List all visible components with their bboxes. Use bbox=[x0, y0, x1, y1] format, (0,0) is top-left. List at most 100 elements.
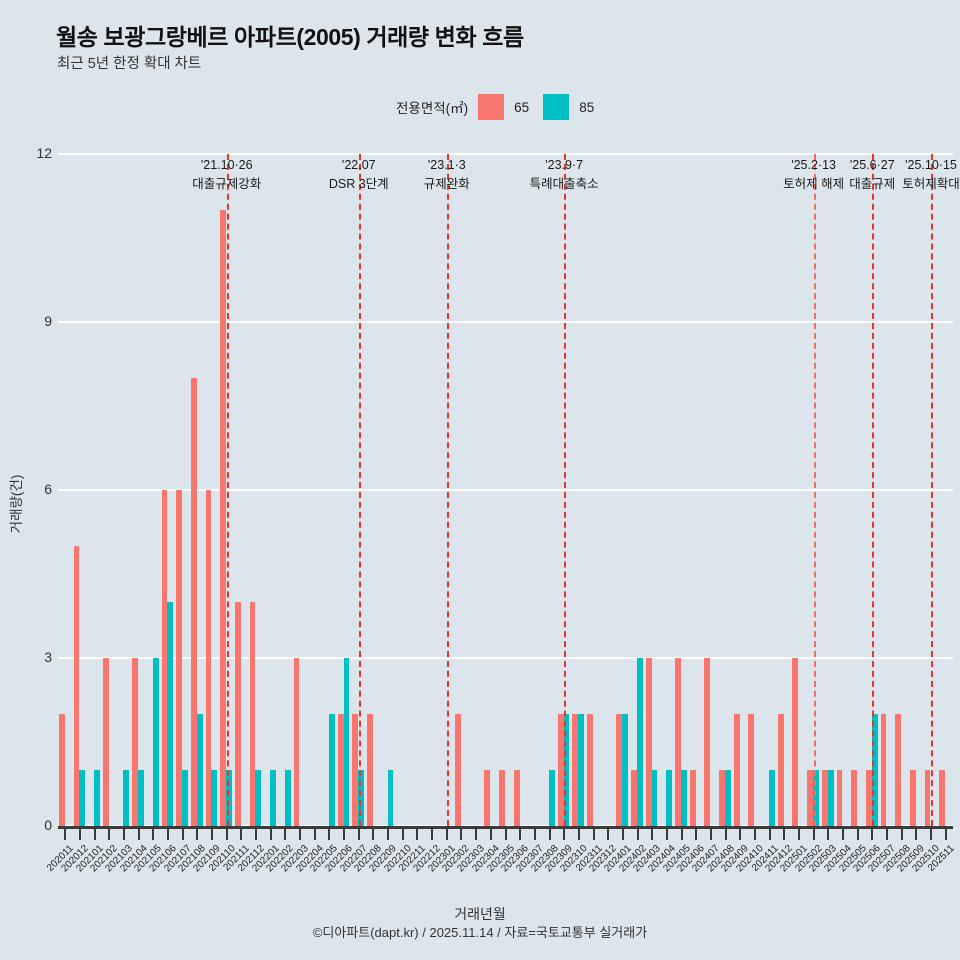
bar-202012-85[interactable] bbox=[79, 770, 86, 826]
bar-202012-65[interactable] bbox=[73, 546, 80, 826]
bar-202104-65[interactable] bbox=[132, 658, 139, 826]
annotation-date-2: '23.1·3 bbox=[427, 158, 466, 172]
bar-202103-85[interactable] bbox=[123, 770, 130, 826]
bar-202109-85[interactable] bbox=[211, 770, 218, 826]
bar-202206-85[interactable] bbox=[343, 658, 350, 826]
bar-202404-85[interactable] bbox=[666, 770, 673, 826]
bar-202505-65[interactable] bbox=[851, 770, 858, 826]
bar-202502-85[interactable] bbox=[813, 770, 819, 826]
bar-202112-65[interactable] bbox=[249, 602, 256, 826]
bar-202401-85[interactable] bbox=[622, 714, 629, 826]
bar-202403-65[interactable] bbox=[645, 658, 652, 826]
bar-202209-85[interactable] bbox=[387, 770, 394, 826]
bar-202406-65[interactable] bbox=[689, 770, 696, 826]
bar-202112-85[interactable] bbox=[255, 770, 262, 826]
bar-202510-65[interactable] bbox=[924, 770, 931, 826]
bar-202105-85[interactable] bbox=[152, 658, 159, 826]
bar-202402-85[interactable] bbox=[636, 658, 643, 826]
bar-202207-85[interactable] bbox=[358, 770, 365, 826]
bar-202405-65[interactable] bbox=[675, 658, 681, 826]
bar-202011-65[interactable] bbox=[58, 714, 65, 826]
bar-202106-65[interactable] bbox=[161, 490, 168, 826]
bar-202502-65[interactable] bbox=[807, 770, 814, 826]
bar-202508-65[interactable] bbox=[895, 714, 902, 826]
bar-202110-65[interactable] bbox=[220, 210, 227, 826]
bar-202503-85[interactable] bbox=[827, 770, 834, 826]
bar-202411-85[interactable] bbox=[769, 770, 775, 826]
bar-202405-85[interactable] bbox=[680, 770, 687, 826]
annotation-line-2 bbox=[446, 154, 449, 826]
bar-202106-85[interactable] bbox=[167, 602, 174, 826]
bar-202501-65[interactable] bbox=[792, 658, 799, 826]
bar-202104-85[interactable] bbox=[138, 770, 144, 826]
bar-202403-85[interactable] bbox=[651, 770, 658, 826]
bar-202304-65[interactable] bbox=[484, 770, 491, 826]
x-tick-202411 bbox=[768, 829, 771, 840]
x-tick-202504 bbox=[841, 829, 844, 840]
annotation-1: '22.07 DSR 3단계 bbox=[329, 156, 389, 195]
x-tick-202408 bbox=[724, 829, 727, 840]
bar-202202-85[interactable] bbox=[284, 770, 291, 826]
bar-202410-65[interactable] bbox=[748, 714, 755, 826]
bar-202205-85[interactable] bbox=[328, 714, 335, 826]
legend-item-85[interactable]: 85 bbox=[543, 94, 608, 120]
bar-202208-65[interactable] bbox=[366, 714, 373, 826]
y-tick-label-12: 12 bbox=[36, 145, 52, 161]
x-tick-202110 bbox=[225, 829, 228, 840]
bar-202302-65[interactable] bbox=[455, 714, 461, 826]
bar-202306-65[interactable] bbox=[513, 770, 520, 826]
bar-202109-65[interactable] bbox=[205, 490, 212, 826]
x-axis-label: 거래년월 bbox=[454, 906, 506, 922]
bar-202504-65[interactable] bbox=[836, 770, 843, 826]
gridline-3 bbox=[58, 657, 953, 659]
page-title: 월송 보광그랑베르 아파트(2005) 거래량 변화 흐름 bbox=[56, 24, 524, 50]
annotation-date-0: '21.10·26 bbox=[200, 158, 253, 172]
annotation-4: '25.2·13 토허제 해제 bbox=[783, 156, 844, 195]
bar-202108-65[interactable] bbox=[190, 378, 197, 826]
bar-202206-65[interactable] bbox=[337, 714, 344, 826]
bar-202507-65[interactable] bbox=[880, 714, 887, 826]
bar-202407-65[interactable] bbox=[704, 658, 711, 826]
annotation-line-5 bbox=[872, 154, 875, 826]
bar-202309-85[interactable] bbox=[563, 714, 570, 826]
bar-202506-85[interactable] bbox=[871, 714, 878, 826]
bar-202402-65[interactable] bbox=[631, 770, 637, 826]
legend-item-65[interactable]: 65 bbox=[478, 94, 543, 120]
bar-202207-65[interactable] bbox=[352, 714, 359, 826]
x-tick-202307 bbox=[533, 829, 536, 840]
annotation-text-6: 토허제확대 bbox=[902, 177, 960, 192]
legend: 전용면적(㎡) 65 85 bbox=[396, 94, 608, 120]
bar-202409-65[interactable] bbox=[733, 714, 740, 826]
bar-202408-65[interactable] bbox=[719, 770, 725, 826]
y-tick-label-9: 9 bbox=[44, 313, 52, 329]
annotation-text-0: 대출규제강화 bbox=[192, 177, 262, 192]
bar-202308-85[interactable] bbox=[548, 770, 555, 826]
bar-202102-65[interactable] bbox=[102, 658, 109, 826]
bar-202305-65[interactable] bbox=[499, 770, 505, 826]
bar-202309-65[interactable] bbox=[557, 714, 564, 826]
bar-202110-85[interactable] bbox=[226, 770, 232, 826]
annotation-text-3: 특례대출축소 bbox=[529, 177, 599, 192]
x-tick-202505 bbox=[856, 829, 859, 840]
bar-202310-65[interactable] bbox=[572, 714, 579, 826]
x-tick-202401 bbox=[621, 829, 624, 840]
bar-202509-65[interactable] bbox=[909, 770, 916, 826]
bar-202511-65[interactable] bbox=[939, 770, 946, 826]
x-tick-202308 bbox=[548, 829, 551, 840]
bar-202107-65[interactable] bbox=[176, 490, 183, 826]
bar-202503-65[interactable] bbox=[821, 770, 828, 826]
bar-202412-65[interactable] bbox=[777, 714, 784, 826]
bar-202506-65[interactable] bbox=[865, 770, 872, 826]
bar-202201-85[interactable] bbox=[270, 770, 277, 826]
bar-202310-85[interactable] bbox=[578, 714, 585, 826]
bar-202311-65[interactable] bbox=[587, 714, 593, 826]
bar-202401-65[interactable] bbox=[616, 714, 623, 826]
bar-202108-85[interactable] bbox=[196, 714, 203, 826]
bar-202111-65[interactable] bbox=[234, 602, 241, 826]
x-tick-202409 bbox=[739, 829, 742, 840]
bar-202408-85[interactable] bbox=[724, 770, 731, 826]
bar-202107-85[interactable] bbox=[182, 770, 188, 826]
bar-202203-65[interactable] bbox=[293, 658, 300, 826]
x-tick-202406 bbox=[695, 829, 698, 840]
bar-202101-85[interactable] bbox=[94, 770, 100, 826]
